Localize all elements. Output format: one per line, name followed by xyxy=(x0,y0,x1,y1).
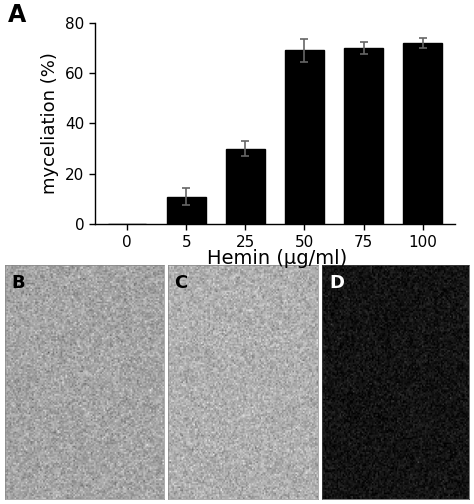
Text: B: B xyxy=(11,274,25,292)
Text: C: C xyxy=(174,274,188,292)
Bar xyxy=(285,50,324,224)
Bar xyxy=(403,43,442,224)
Bar xyxy=(226,149,264,224)
Text: Hemin (μg/ml): Hemin (μg/ml) xyxy=(207,249,347,269)
Text: D: D xyxy=(330,274,345,292)
Text: A: A xyxy=(9,3,27,27)
Bar xyxy=(167,197,206,224)
Bar xyxy=(344,48,383,224)
Y-axis label: myceliation (%): myceliation (%) xyxy=(41,52,59,195)
